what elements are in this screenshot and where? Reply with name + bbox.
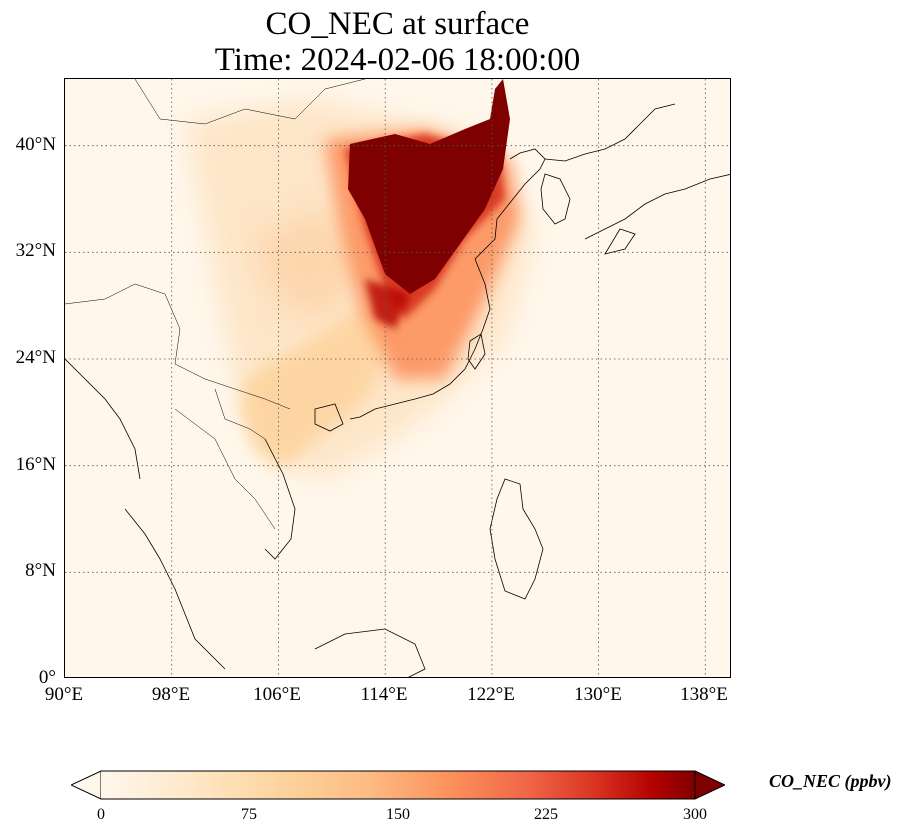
border-mongolia (134, 79, 366, 125)
plume-sichuan (255, 209, 365, 319)
philippines (489, 478, 544, 600)
lat-label-24n: 24°N (15, 347, 56, 368)
colorbar-label: CO_NEC (ppbv) (769, 771, 892, 791)
map-panel (64, 78, 731, 678)
colorbar-extend-min (69, 770, 102, 800)
map-svg (65, 79, 730, 677)
colorbar (69, 770, 727, 800)
colorbar-tick-0: 0 (97, 806, 105, 823)
hainan (314, 403, 344, 432)
colorbar-tick-150: 150 (386, 806, 410, 823)
lon-label-106e: 106°E (253, 684, 301, 705)
border-laos (214, 388, 266, 440)
colorbar-extend-max (694, 770, 727, 800)
myanmar-coast (65, 358, 141, 480)
plume-core-south (365, 279, 410, 329)
colorbar-tick-75: 75 (241, 806, 257, 823)
kyushu (604, 228, 636, 255)
lat-label-40n: 40°N (15, 134, 56, 155)
colorbar-gradient (101, 771, 695, 799)
colorbar-svg (69, 770, 727, 800)
coast-south-china (349, 258, 491, 420)
coast-bohai (474, 148, 546, 260)
gridlines (65, 79, 730, 677)
borders (65, 79, 366, 530)
plume-max (348, 79, 510, 294)
lon-label-98e: 98°E (151, 684, 191, 705)
borneo-coast (314, 628, 426, 677)
lat-label-8n: 8°N (25, 560, 56, 581)
lon-label-138e: 138°E (680, 684, 728, 705)
japan-coast (584, 174, 730, 240)
lon-label-130e: 130°E (574, 684, 622, 705)
coast-korea-north (544, 103, 676, 162)
taiwan (467, 333, 486, 370)
map-title: CO_NEC at surface (265, 6, 530, 42)
colorbar-tick-300: 300 (683, 806, 707, 823)
border-china-south (65, 283, 291, 410)
malay-peninsula (124, 508, 226, 670)
korea-peninsula (540, 173, 571, 225)
border-thailand (174, 408, 276, 530)
lon-label-114e: 114°E (360, 684, 408, 705)
lat-label-32n: 32°N (15, 240, 56, 261)
map-subtitle-time: Time: 2024-02-06 18:00:00 (214, 42, 581, 78)
vietnam-coast (264, 438, 296, 560)
lon-label-90e: 90°E (44, 684, 84, 705)
lon-label-122e: 122°E (467, 684, 515, 705)
colorbar-outline (101, 770, 695, 800)
lat-label-16n: 16°N (15, 454, 56, 475)
colorbar-tick-225: 225 (534, 806, 558, 823)
lat-label-0: 0° (38, 667, 56, 688)
coastlines (65, 103, 730, 677)
